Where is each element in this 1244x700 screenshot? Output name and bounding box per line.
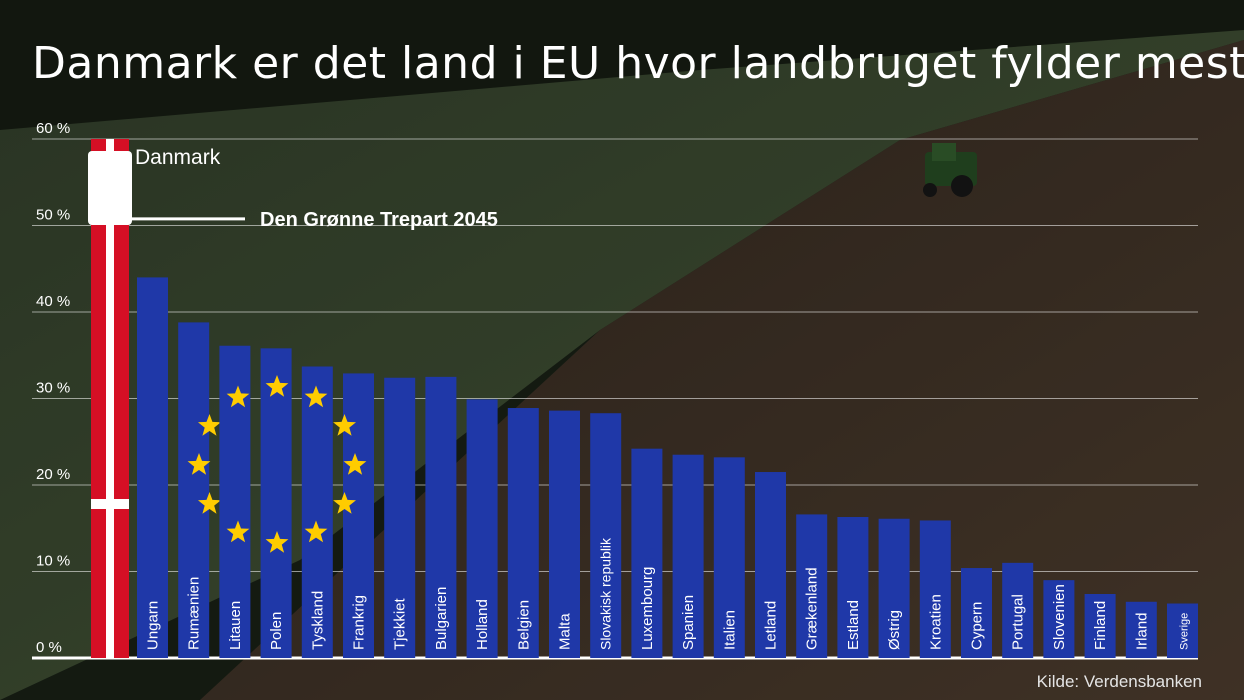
y-tick-label: 0 %	[36, 639, 62, 656]
label-backdrop	[88, 151, 132, 225]
bar-holland	[466, 399, 498, 658]
source-note: Kilde: Verdensbanken	[1036, 672, 1202, 691]
eu-star-icon	[265, 531, 289, 553]
category-label: Tjekkiet	[392, 597, 409, 650]
bar-irland	[1125, 601, 1157, 658]
y-tick-label: 30 %	[36, 380, 70, 397]
category-label: Slovenien	[1051, 584, 1068, 650]
eu-star-icon	[265, 375, 289, 397]
bar-bulgarien	[425, 376, 457, 658]
category-label: Kroatien	[927, 594, 944, 650]
category-label: Frankrig	[351, 595, 368, 650]
eu-star-icon	[198, 492, 221, 514]
annotation-trepart: Den Grønne Trepart 2045	[260, 209, 498, 231]
y-tick-label: 20 %	[36, 466, 70, 483]
eu-star-icon	[343, 453, 367, 475]
tractor-icon	[923, 143, 977, 197]
y-tick-label: 60 %	[36, 120, 70, 137]
bar-slovenien	[1043, 580, 1075, 658]
category-label: Polen	[268, 612, 285, 650]
annotation-danmark: Danmark	[135, 146, 221, 169]
bar-cypern	[961, 568, 992, 658]
bar-luxembourg	[631, 448, 663, 658]
category-label: Rumænien	[186, 577, 203, 650]
eu-star-icon	[304, 520, 328, 543]
y-tick-label: 40 %	[36, 293, 70, 310]
category-label: Østrig	[886, 610, 903, 650]
eu-star-icon	[187, 453, 211, 475]
eu-star-icon	[198, 414, 221, 436]
bar-estland	[837, 517, 869, 658]
category-label: Portugal	[1010, 594, 1027, 650]
category-label: Malta	[557, 613, 574, 650]
bar-kroatien	[919, 520, 951, 658]
category-label: Cypern	[969, 602, 986, 650]
bar-danmark-cross-horizontal	[91, 499, 129, 509]
bar-sverige	[1167, 603, 1198, 658]
category-label: Luxembourg	[639, 567, 656, 650]
bar-belgien	[507, 408, 539, 658]
bar-østrig	[878, 518, 910, 658]
bar-ungarn	[137, 277, 168, 658]
bar-portugal	[1002, 562, 1034, 658]
category-label: Irland	[1133, 612, 1150, 650]
eu-star-icon	[333, 492, 356, 514]
bar-danmark-cross-vertical	[106, 139, 114, 658]
bar-spanien	[672, 454, 704, 658]
category-label: Letland	[763, 601, 780, 650]
category-label: Belgien	[515, 600, 532, 650]
bar-slovakisk-republik	[590, 413, 622, 658]
category-label: Slovakisk republik	[598, 537, 614, 650]
chart-title: Danmark er det land i EU hvor landbruget…	[32, 38, 1244, 89]
y-tick-label: 50 %	[36, 207, 70, 224]
category-label: Ungarn	[145, 601, 162, 650]
category-label: Tyskland	[309, 591, 326, 650]
bar-frankrig	[343, 373, 374, 658]
bar-rumænien	[178, 322, 210, 658]
eu-star-icon	[226, 520, 250, 543]
eu-star-icon	[304, 385, 328, 408]
category-label: Italien	[721, 610, 738, 650]
category-label: Holland	[474, 599, 491, 650]
category-label: Finland	[1092, 601, 1109, 650]
y-tick-label: 10 %	[36, 553, 70, 570]
eu-star-icon	[333, 414, 356, 436]
category-label: Sverige	[1179, 613, 1191, 650]
bar-italien	[713, 457, 745, 658]
category-label: Litauen	[227, 601, 244, 650]
bar-tyskland	[301, 366, 333, 658]
category-label: Grækenland	[804, 567, 821, 650]
bar-letland	[755, 472, 786, 658]
bar-malta	[549, 410, 580, 658]
eu-star-icon	[226, 385, 250, 408]
category-label: Spanien	[680, 595, 697, 650]
bar-finland	[1084, 593, 1116, 658]
bar-grækenland	[796, 514, 828, 658]
bar-tjekkiet	[384, 377, 416, 658]
category-label: Bulgarien	[433, 587, 450, 650]
category-label: Estland	[845, 600, 862, 650]
bar-polen	[260, 348, 292, 658]
